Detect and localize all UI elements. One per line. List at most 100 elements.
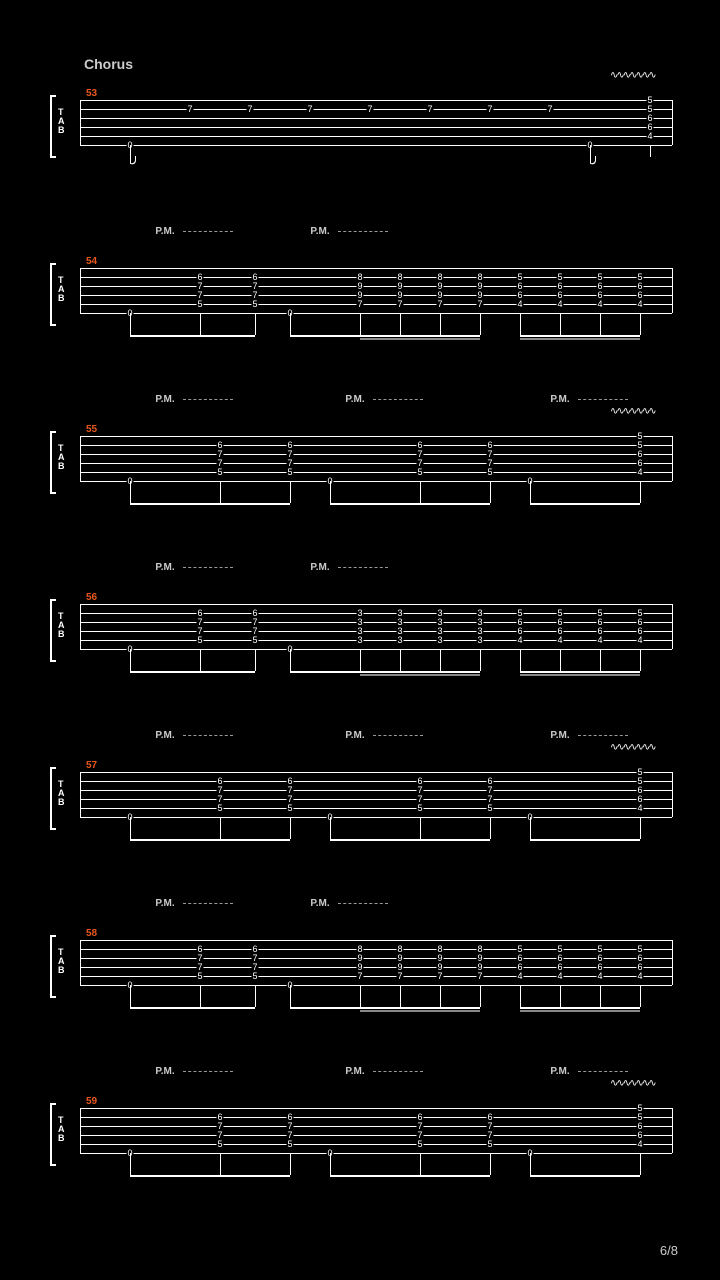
fret-number: 6 (556, 291, 563, 299)
fret-number: 7 (196, 954, 203, 962)
tab-label: TAB (58, 1116, 65, 1143)
fret-number: 4 (636, 300, 643, 308)
fret-number: 4 (636, 468, 643, 476)
fret-number: 5 (216, 468, 223, 476)
note-stem (600, 649, 601, 671)
beam (290, 335, 480, 337)
fret-number: 7 (216, 450, 223, 458)
note-stem (290, 985, 291, 1007)
note-stem (640, 481, 641, 503)
beam (130, 1175, 290, 1177)
note-stem (130, 313, 131, 335)
fret-number: 6 (556, 282, 563, 290)
note-stem (530, 481, 531, 503)
beam (530, 1175, 640, 1177)
fret-number: 7 (476, 972, 483, 980)
note-stem (290, 481, 291, 503)
fret-number: 5 (636, 432, 643, 440)
note-stem (290, 1153, 291, 1175)
beam (360, 674, 480, 676)
fret-number: 6 (596, 963, 603, 971)
staff-bracket (50, 1103, 56, 1166)
staff-line (80, 940, 672, 941)
fret-number: 6 (636, 291, 643, 299)
staff-line (80, 268, 672, 269)
fret-number: 9 (356, 291, 363, 299)
staff-line (80, 118, 672, 119)
note-stem (255, 985, 256, 1007)
note-stem (520, 313, 521, 335)
fret-number: 8 (436, 945, 443, 953)
fret-number: 5 (416, 804, 423, 812)
fret-number: 5 (486, 1140, 493, 1148)
tab-staff: ∿∿∿∿∿∿∿07777777055664 (80, 100, 672, 145)
note-stem (220, 1153, 221, 1175)
fret-number: 5 (286, 804, 293, 812)
fret-number: 6 (216, 441, 223, 449)
barline (672, 100, 673, 145)
note-stem (130, 817, 131, 839)
fret-number: 6 (416, 441, 423, 449)
tab-label: TAB (58, 780, 65, 807)
staff-line (80, 481, 672, 482)
staff-line (80, 622, 672, 623)
fret-number: 7 (486, 459, 493, 467)
tab-label: TAB (58, 108, 65, 135)
fret-number: 5 (196, 300, 203, 308)
fret-number: 9 (436, 963, 443, 971)
fret-number: 6 (416, 1113, 423, 1121)
note-stem (200, 985, 201, 1007)
palm-mute-line (338, 231, 388, 232)
staff-line (80, 808, 672, 809)
beam (330, 839, 490, 841)
note-stem (130, 1153, 131, 1175)
staff-line (80, 463, 672, 464)
fret-number: 6 (646, 123, 653, 131)
staff-line (80, 304, 672, 305)
fret-number: 4 (596, 300, 603, 308)
beam (130, 503, 290, 505)
barline (80, 940, 81, 985)
palm-mute-label: P.M. (155, 730, 174, 741)
fret-number: 7 (486, 795, 493, 803)
palm-mute-line (183, 567, 233, 568)
fret-number: 9 (436, 291, 443, 299)
fret-number: 5 (596, 273, 603, 281)
fret-number: 7 (356, 972, 363, 980)
fret-number: 7 (366, 105, 373, 113)
staff-line (80, 454, 672, 455)
fret-number: 3 (436, 609, 443, 617)
fret-number: 6 (516, 963, 523, 971)
staff-line (80, 472, 672, 473)
bar-number: 59 (86, 1096, 97, 1107)
note-stem (560, 985, 561, 1007)
barline (672, 1108, 673, 1153)
palm-mute-line (578, 735, 628, 736)
fret-number: 5 (286, 1140, 293, 1148)
fret-number: 5 (196, 972, 203, 980)
staff-bracket (50, 263, 56, 326)
fret-number: 7 (196, 291, 203, 299)
palm-mute-label: P.M. (310, 226, 329, 237)
fret-number: 7 (356, 300, 363, 308)
fret-number: 5 (556, 945, 563, 953)
barline (672, 604, 673, 649)
tremolo-mark: ∿∿∿∿∿∿∿ (610, 1078, 670, 1089)
fret-number: 7 (416, 1131, 423, 1139)
fret-number: 3 (396, 609, 403, 617)
fret-number: 7 (486, 105, 493, 113)
fret-number: 4 (636, 636, 643, 644)
tab-staff: P.M.P.M.06775677508997899789978997566456… (80, 940, 672, 985)
fret-number: 7 (486, 450, 493, 458)
fret-number: 7 (416, 450, 423, 458)
tab-staff: P.M.P.M.P.M.∿∿∿∿∿∿∿067756775067756775055… (80, 436, 672, 481)
bar-number: 53 (86, 88, 97, 99)
beam (520, 674, 640, 676)
fret-number: 9 (476, 954, 483, 962)
note-stem (330, 1153, 331, 1175)
staff-line (80, 445, 672, 446)
fret-number: 7 (416, 1122, 423, 1130)
palm-mute-line (373, 735, 423, 736)
fret-number: 7 (251, 954, 258, 962)
note-stem (420, 481, 421, 503)
